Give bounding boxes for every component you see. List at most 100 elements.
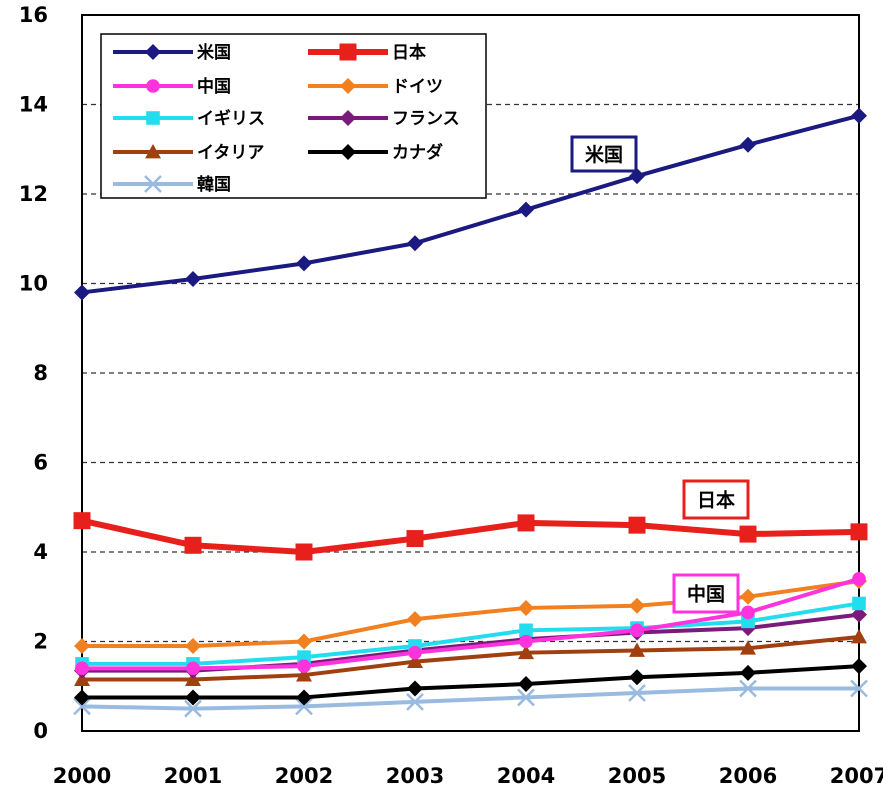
series-1-marker xyxy=(517,514,535,532)
x-tick-label: 2000 xyxy=(53,764,111,788)
marker-stroke xyxy=(144,175,162,193)
legend-label: フランス xyxy=(392,109,460,129)
series-7-marker xyxy=(740,664,756,681)
marker-stroke xyxy=(295,697,313,716)
legend-label: カナダ xyxy=(392,142,443,163)
x-tick-label: 2001 xyxy=(164,764,222,788)
series-3-marker xyxy=(518,599,534,616)
series-8-marker xyxy=(739,679,757,698)
marker-stroke xyxy=(406,693,424,711)
series-6-marker xyxy=(185,671,201,686)
legend-label: 米国 xyxy=(197,42,231,63)
annotation-label: 米国 xyxy=(585,143,623,166)
legend-2-marker xyxy=(146,79,160,93)
series-3-marker xyxy=(74,637,90,654)
series-group xyxy=(73,107,868,718)
series-6-line xyxy=(82,635,860,682)
y-tick-label: 12 xyxy=(19,182,48,206)
marker-stroke xyxy=(184,699,202,718)
marker-stroke xyxy=(628,684,646,702)
x-tick-label: 2004 xyxy=(497,764,555,788)
series-7-marker xyxy=(851,658,867,675)
annotation-1: 日本 xyxy=(682,479,750,520)
series-0-marker xyxy=(185,271,201,288)
legend-7-marker xyxy=(340,144,356,160)
series-0-line xyxy=(81,113,860,295)
legend-item: フランス xyxy=(308,109,460,129)
legend-label: イタリア xyxy=(197,143,264,163)
x-tick-label: 2005 xyxy=(608,764,666,788)
annotation-0: 米国 xyxy=(570,135,638,173)
y-tick-label: 6 xyxy=(33,451,48,475)
annotation-label: 日本 xyxy=(697,489,735,512)
series-0 xyxy=(74,107,867,301)
series-8-marker xyxy=(73,697,91,716)
legend-5-marker xyxy=(340,110,356,126)
series-7-marker xyxy=(629,669,645,686)
series-2-marker xyxy=(186,661,200,676)
y-tick-label: 10 xyxy=(19,272,48,296)
series-0-marker xyxy=(296,255,312,272)
series-1-marker xyxy=(628,516,646,534)
x-axis-ticks: 2000 2001 2002 2003 2004 2005 2006 2007 xyxy=(53,764,883,788)
marker-stroke xyxy=(517,688,535,707)
legend-item: イタリア xyxy=(113,143,264,163)
series-3-marker xyxy=(185,637,201,654)
y-axis-ticks: 0 2 4 6 8 10 12 14 16 xyxy=(19,3,48,743)
series-3-marker xyxy=(629,597,645,614)
annotation-box xyxy=(570,135,638,173)
series-1-marker xyxy=(73,512,91,530)
y-tick-label: 16 xyxy=(19,3,48,27)
series-0-marker xyxy=(518,201,534,218)
series-4-line xyxy=(82,601,860,666)
legend-item: 日本 xyxy=(308,42,426,63)
legend-label: 中国 xyxy=(197,76,231,97)
marker-stroke xyxy=(739,679,757,698)
series-6-marker xyxy=(851,629,867,644)
legend-1-marker xyxy=(339,43,357,61)
series-2-line xyxy=(82,576,860,671)
y-tick-label: 14 xyxy=(19,93,48,117)
x-tick-label: 2002 xyxy=(275,764,333,788)
series-6 xyxy=(74,629,867,686)
series-6-marker xyxy=(407,653,423,669)
series-2-marker xyxy=(852,572,866,586)
series-8-marker xyxy=(406,693,424,711)
series-7-marker xyxy=(74,689,90,706)
plot-frame xyxy=(81,14,860,732)
x-tick-label: 2003 xyxy=(386,764,444,788)
series-8-marker xyxy=(295,697,313,716)
series-7-line xyxy=(82,664,860,700)
series-6-marker xyxy=(740,640,756,655)
y-tick-label: 2 xyxy=(33,630,48,654)
series-6-marker xyxy=(74,671,90,686)
series-2-marker xyxy=(297,659,311,673)
series-7-marker xyxy=(407,680,423,697)
annotation-box xyxy=(682,479,750,520)
annotation-2: 中国 xyxy=(672,573,740,614)
legend-label: イギリス xyxy=(197,109,265,129)
series-8-line xyxy=(81,686,859,711)
series-7-marker xyxy=(185,689,201,706)
legend-item: カナダ xyxy=(308,142,443,163)
series-2-marker xyxy=(519,634,533,649)
series-1-marker xyxy=(850,523,868,541)
series-4-marker xyxy=(852,596,866,611)
legend-item: ドイツ xyxy=(308,77,443,97)
legend-item: 中国 xyxy=(113,76,231,97)
y-tick-label: 0 xyxy=(33,719,48,743)
series-0-marker xyxy=(74,284,90,301)
series-0-marker xyxy=(851,107,867,124)
series-0-marker xyxy=(740,136,756,153)
legend-3-marker xyxy=(340,78,356,94)
series-3-marker xyxy=(407,611,423,628)
legend-item: 韓国 xyxy=(113,174,231,195)
series-1-marker xyxy=(184,536,202,554)
x-tick-label: 2007 xyxy=(830,764,883,788)
series-3-marker xyxy=(740,588,756,605)
y-tick-label: 8 xyxy=(33,361,48,385)
legend-4-marker xyxy=(146,111,160,125)
series-0-marker xyxy=(407,235,423,252)
